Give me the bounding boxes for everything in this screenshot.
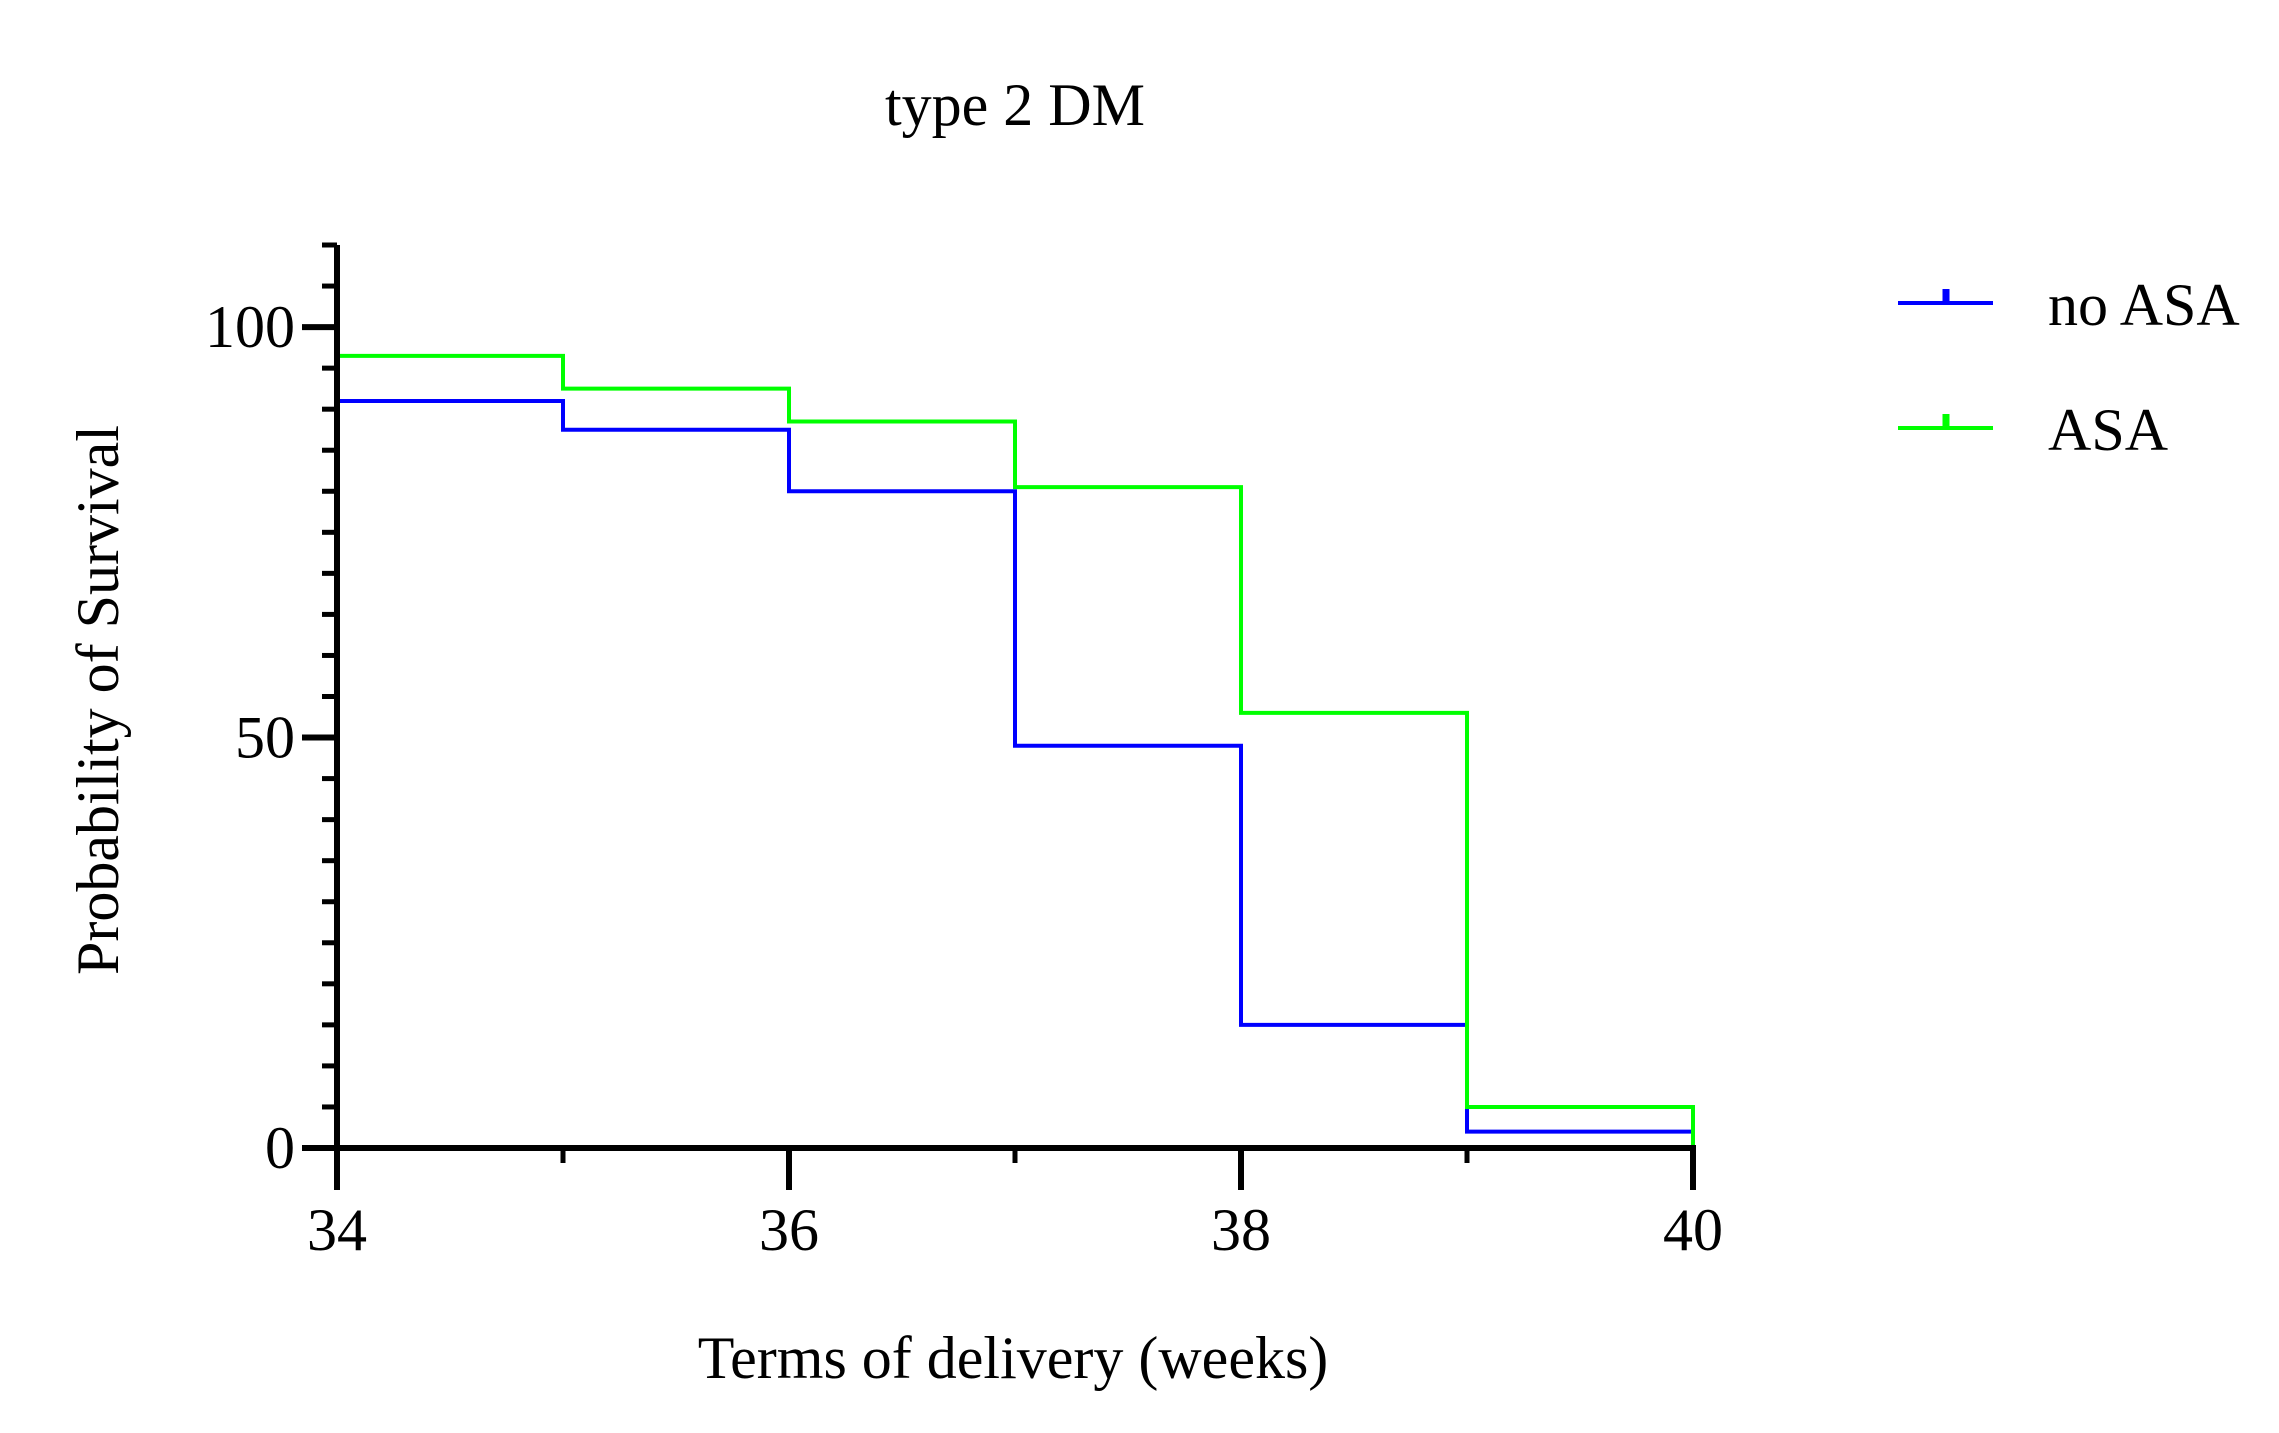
legend-label-no-asa: no ASA: [2048, 272, 2240, 338]
y-tick-label: 0: [265, 1115, 295, 1181]
x-tick-label: 34: [307, 1197, 367, 1263]
x-tick-label: 40: [1663, 1197, 1723, 1263]
x-axis-label: Terms of delivery (weeks): [698, 1325, 1329, 1391]
y-tick-label: 50: [235, 705, 295, 771]
chart-title: type 2 DM: [885, 72, 1145, 138]
legend-label-asa: ASA: [2048, 397, 2168, 463]
y-tick-label: 100: [205, 294, 295, 360]
x-tick-label: 38: [1211, 1197, 1271, 1263]
series-line-no-asa: [337, 398, 1695, 1148]
axes-layer: 0 50 100 34 36 38 40: [205, 242, 1723, 1263]
legend: no ASA ASA: [1898, 272, 2240, 463]
x-tick-label: 36: [759, 1197, 819, 1263]
series-line-asa: [337, 353, 1695, 1148]
series-layer: [337, 353, 1695, 1148]
y-axis-label: Probability of Survival: [65, 425, 131, 975]
